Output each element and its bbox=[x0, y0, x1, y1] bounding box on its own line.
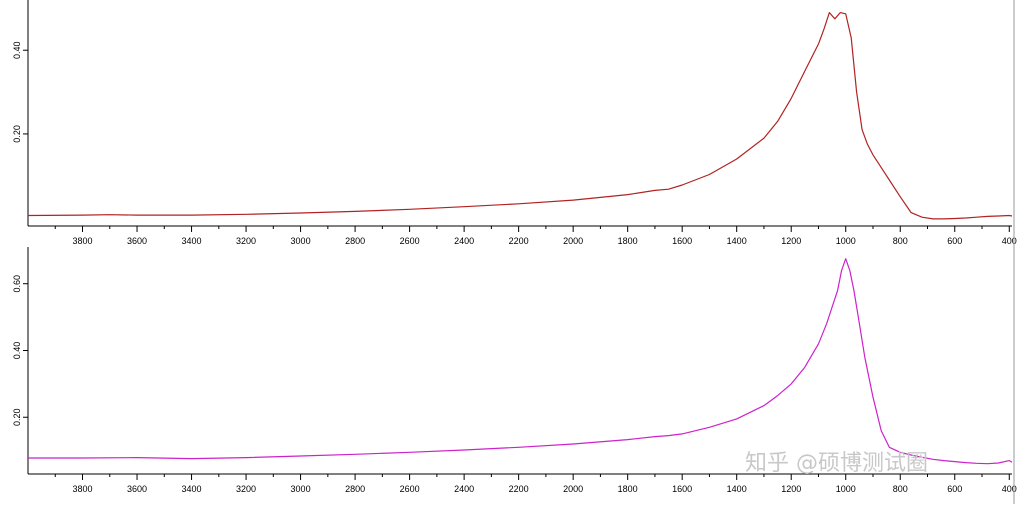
spectrum-panel-top: 3800 3600 3400 3200 3000 2800 2600 2400 2200 2000… bbox=[12, 0, 1017, 246]
x-tick-label: 1600 bbox=[672, 484, 692, 494]
y-tick-label: 0.20 bbox=[12, 125, 22, 143]
x-tick-label: 2600 bbox=[400, 236, 420, 246]
spectrum-line bbox=[28, 258, 1013, 465]
x-tick-label: 2600 bbox=[400, 484, 420, 494]
x-tick-label: 600 bbox=[947, 484, 962, 494]
x-tick-label: 2400 bbox=[454, 484, 474, 494]
x-tick-label: 3800 bbox=[72, 484, 92, 494]
x-tick-label: 1000 bbox=[836, 236, 856, 246]
x-tick-label: 3400 bbox=[182, 484, 202, 494]
x-tick-label: 3600 bbox=[127, 236, 147, 246]
x-tick-label: 2000 bbox=[563, 236, 583, 246]
x-tick-label: 1000 bbox=[836, 484, 856, 494]
x-tick-label: 1800 bbox=[618, 484, 638, 494]
x-tick-label: 3600 bbox=[127, 484, 147, 494]
x-tick-label: 3000 bbox=[291, 484, 311, 494]
x-tick-label: 3800 bbox=[72, 236, 92, 246]
x-tick-label: 2200 bbox=[509, 484, 529, 494]
x-tick-label: 3200 bbox=[236, 236, 256, 246]
x-tick-label: 2800 bbox=[345, 484, 365, 494]
watermark-text: 知乎 @硕博测试圈 bbox=[745, 451, 928, 476]
x-tick-label: 3000 bbox=[291, 236, 311, 246]
x-tick-label: 1200 bbox=[781, 236, 801, 246]
x-tick-label: 2200 bbox=[509, 236, 529, 246]
x-tick-label: 1800 bbox=[618, 236, 638, 246]
x-tick-label: 3400 bbox=[182, 236, 202, 246]
x-tick-label: 400 bbox=[1002, 236, 1017, 246]
x-tick-label: 1600 bbox=[672, 236, 692, 246]
y-tick-label: 0.40 bbox=[12, 342, 22, 360]
x-tick-label: 1200 bbox=[781, 484, 801, 494]
x-tick-label: 800 bbox=[893, 484, 908, 494]
x-tick-label: 2400 bbox=[454, 236, 474, 246]
y-tick-label: 0.60 bbox=[12, 275, 22, 293]
x-tick-label: 2000 bbox=[563, 484, 583, 494]
x-tick-label: 1400 bbox=[727, 484, 747, 494]
y-tick-label: 0.20 bbox=[12, 408, 22, 426]
x-tick-label: 800 bbox=[893, 236, 908, 246]
spectrum-line bbox=[27, 12, 1013, 220]
x-tick-label: 600 bbox=[947, 236, 962, 246]
x-tick-label: 400 bbox=[1002, 484, 1017, 494]
x-tick-label: 3200 bbox=[236, 484, 256, 494]
y-tick-label: 0.40 bbox=[12, 41, 22, 59]
x-tick-label: 2800 bbox=[345, 236, 365, 246]
spectrum-panel-bottom: 3800 3600 3400 3200 3000 2800 2600 2400 2200 2000… bbox=[12, 247, 1017, 494]
x-tick-label: 1400 bbox=[727, 236, 747, 246]
